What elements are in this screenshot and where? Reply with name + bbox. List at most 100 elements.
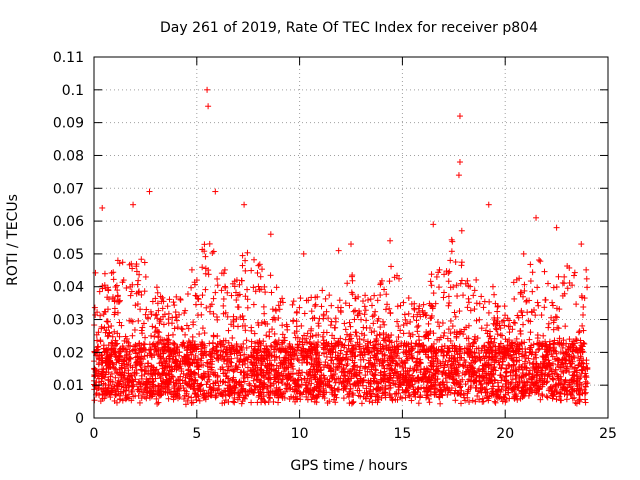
data-point bbox=[301, 332, 308, 339]
data-point bbox=[332, 379, 339, 386]
data-point bbox=[140, 340, 147, 347]
data-point bbox=[255, 283, 262, 290]
data-point bbox=[444, 391, 451, 398]
data-point bbox=[458, 387, 465, 394]
data-point bbox=[174, 324, 181, 331]
data-point bbox=[430, 330, 437, 337]
data-point bbox=[244, 296, 251, 303]
data-point bbox=[250, 301, 257, 308]
data-point bbox=[575, 361, 582, 368]
data-point bbox=[517, 395, 524, 402]
data-point bbox=[550, 326, 557, 333]
data-point bbox=[553, 284, 560, 291]
data-point bbox=[254, 399, 261, 406]
data-point bbox=[428, 282, 435, 289]
data-point bbox=[133, 359, 140, 366]
data-point bbox=[123, 285, 130, 292]
data-point bbox=[165, 386, 172, 393]
data-point bbox=[304, 330, 311, 337]
data-point bbox=[329, 332, 336, 339]
data-point bbox=[491, 376, 498, 383]
data-points bbox=[91, 86, 591, 408]
data-point bbox=[141, 259, 148, 266]
data-point bbox=[228, 292, 235, 299]
data-point bbox=[282, 345, 289, 352]
data-point bbox=[236, 281, 243, 288]
data-point bbox=[414, 324, 421, 331]
data-point bbox=[330, 360, 337, 367]
data-point bbox=[92, 269, 99, 276]
data-point bbox=[557, 397, 564, 404]
data-point bbox=[583, 266, 590, 273]
data-point bbox=[361, 303, 368, 310]
data-point bbox=[188, 266, 195, 273]
data-point bbox=[293, 318, 300, 325]
data-point bbox=[233, 297, 240, 304]
data-point bbox=[358, 316, 365, 323]
data-point bbox=[497, 365, 504, 372]
data-point bbox=[166, 296, 173, 303]
data-point bbox=[180, 395, 187, 402]
data-point bbox=[517, 328, 524, 335]
data-point bbox=[387, 310, 394, 317]
data-point bbox=[510, 319, 517, 326]
data-point bbox=[196, 397, 203, 404]
data-point bbox=[406, 330, 413, 337]
data-point bbox=[366, 387, 373, 394]
data-point bbox=[454, 293, 461, 300]
data-point bbox=[199, 325, 206, 332]
data-point bbox=[580, 303, 587, 310]
data-point bbox=[474, 335, 481, 342]
data-point bbox=[430, 290, 437, 297]
data-point bbox=[224, 289, 231, 296]
data-point bbox=[135, 288, 142, 295]
data-point bbox=[347, 323, 354, 330]
data-point bbox=[375, 340, 382, 347]
data-point bbox=[371, 312, 378, 319]
data-point bbox=[220, 295, 227, 302]
data-point bbox=[198, 301, 205, 308]
data-point bbox=[284, 326, 291, 333]
data-point bbox=[527, 329, 534, 336]
data-point bbox=[464, 304, 471, 311]
data-point bbox=[256, 286, 263, 293]
data-point bbox=[340, 395, 347, 402]
data-point bbox=[521, 358, 528, 365]
data-point bbox=[135, 277, 142, 284]
data-point bbox=[319, 333, 326, 340]
data-point bbox=[132, 302, 139, 309]
data-point bbox=[313, 399, 320, 406]
data-point bbox=[182, 374, 189, 381]
data-point bbox=[377, 292, 384, 299]
data-point bbox=[352, 307, 359, 314]
data-point bbox=[369, 399, 376, 406]
data-point bbox=[111, 328, 118, 335]
data-point bbox=[214, 275, 221, 282]
data-point bbox=[372, 308, 379, 315]
data-point bbox=[382, 306, 389, 313]
data-point bbox=[340, 372, 347, 379]
data-point bbox=[358, 400, 365, 407]
data-point bbox=[269, 306, 276, 313]
data-point bbox=[356, 335, 363, 342]
data-point bbox=[529, 288, 536, 295]
data-point bbox=[109, 333, 116, 340]
data-point bbox=[393, 338, 400, 345]
data-point bbox=[105, 377, 112, 384]
data-point bbox=[323, 353, 330, 360]
data-point bbox=[534, 335, 541, 342]
data-point bbox=[462, 359, 469, 366]
data-point bbox=[112, 374, 119, 381]
data-point bbox=[380, 337, 387, 344]
data-point bbox=[551, 337, 558, 344]
data-point bbox=[210, 310, 217, 317]
data-point bbox=[445, 326, 452, 333]
data-point bbox=[460, 331, 467, 338]
data-point bbox=[561, 273, 568, 280]
data-point bbox=[473, 345, 480, 352]
data-point bbox=[368, 329, 375, 336]
data-point bbox=[160, 321, 167, 328]
data-point bbox=[314, 343, 321, 350]
data-point bbox=[137, 306, 144, 313]
